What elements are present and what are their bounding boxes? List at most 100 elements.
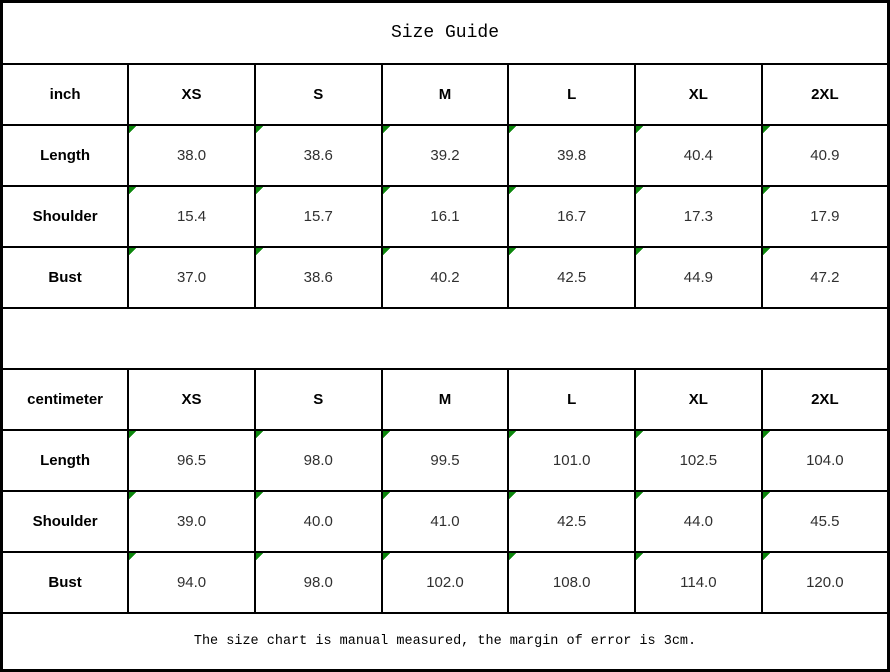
cell-value: 44.0 [683,512,713,530]
cell-value: 108.0 [552,573,591,591]
cell-value: 41.0 [430,512,460,530]
value-cell: 38.6 [253,245,383,309]
cell-value: 40.9 [810,146,840,164]
cell-value: 40.2 [430,268,460,286]
cell-flag-triangle-icon [636,491,644,499]
cell-flag-triangle-icon [129,125,137,133]
value-cell: 94.0 [127,550,256,614]
cell-flag-triangle-icon [509,186,517,194]
value-cell: 17.9 [760,184,890,248]
centimeter-bust-row: Bust 94.0 98.0 102.0 108.0 114.0 120.0 [0,550,890,614]
value-cell: 96.5 [127,428,256,492]
cell-value: 98.0 [303,573,333,591]
col-header-l: L [507,367,637,431]
inch-bust-row: Bust 37.0 38.6 40.2 42.5 44.9 47.2 [0,245,890,309]
cell-value: 102.0 [426,573,464,591]
cell-value: 15.4 [176,207,207,225]
cell-value: 38.6 [303,268,333,286]
cell-value: 39.0 [176,512,207,530]
row-label-bust: Bust [0,245,130,309]
cell-value: 38.6 [303,146,333,164]
cell-value: 104.0 [806,451,844,469]
cell-flag-triangle-icon [762,125,770,133]
col-header-m: M [380,62,510,126]
inch-length-row: Length 38.0 38.6 39.2 39.8 40.4 40.9 [0,123,890,187]
cell-value: 101.0 [552,451,591,469]
cell-flag-triangle-icon [255,186,263,194]
title-row: Size Guide [0,0,890,65]
value-cell: 114.0 [634,550,763,614]
inch-header-row: inch XS S M L XL 2XL [0,62,890,126]
spacer-cell [0,306,890,370]
cell-value: 98.0 [303,451,333,469]
cell-flag-triangle-icon [762,430,770,438]
cell-flag-triangle-icon [636,430,644,438]
value-cell: 16.7 [507,184,637,248]
row-label-shoulder: Shoulder [0,489,130,553]
col-header-2xl: 2XL [760,367,890,431]
row-label-length: Length [0,428,130,492]
cell-value: 114.0 [680,573,717,591]
cell-value: 42.5 [557,268,587,286]
cell-flag-triangle-icon [636,125,644,133]
value-cell: 15.7 [253,184,383,248]
value-cell: 99.5 [380,428,510,492]
value-cell: 39.2 [380,123,510,187]
cell-flag-triangle-icon [509,125,517,133]
cell-flag-triangle-icon [509,552,517,560]
centimeter-shoulder-row: Shoulder 39.0 40.0 41.0 42.5 44.0 45.5 [0,489,890,553]
cell-flag-triangle-icon [762,186,770,194]
cell-value: 96.5 [176,451,207,469]
cell-flag-triangle-icon [255,430,263,438]
cell-value: 38.0 [176,146,207,164]
value-cell: 44.0 [634,489,763,553]
cell-flag-triangle-icon [255,552,263,560]
cell-flag-triangle-icon [762,552,770,560]
row-label-bust: Bust [0,550,130,614]
col-header-s: S [253,367,383,431]
cell-value: 40.4 [683,146,713,164]
value-cell: 38.0 [127,123,256,187]
value-cell: 40.4 [634,123,763,187]
value-cell: 41.0 [380,489,510,553]
col-header-xl: XL [634,62,763,126]
cell-flag-triangle-icon [382,430,390,438]
cell-flag-triangle-icon [129,491,137,499]
col-header-m: M [380,367,510,431]
value-cell: 47.2 [760,245,890,309]
cell-value: 45.5 [810,512,840,530]
cell-value: 16.1 [430,207,460,225]
cell-value: 17.9 [810,207,840,225]
cell-flag-triangle-icon [129,552,137,560]
cell-flag-triangle-icon [382,186,390,194]
value-cell: 98.0 [253,428,383,492]
value-cell: 42.5 [507,245,637,309]
value-cell: 15.4 [127,184,256,248]
cell-value: 16.7 [557,207,587,225]
cell-value: 120.0 [806,573,844,591]
col-header-xs: XS [127,367,256,431]
cell-flag-triangle-icon [636,186,644,194]
cell-flag-triangle-icon [762,491,770,499]
cell-value: 39.8 [557,146,587,164]
cell-value: 94.0 [176,573,207,591]
value-cell: 40.2 [380,245,510,309]
value-cell: 40.9 [760,123,890,187]
page-title: Size Guide [0,0,890,65]
unit-header-centimeter: centimeter [0,367,130,431]
value-cell: 38.6 [253,123,383,187]
row-label-shoulder: Shoulder [0,184,130,248]
col-header-l: L [507,62,637,126]
cell-flag-triangle-icon [129,247,137,255]
col-header-xl: XL [634,367,763,431]
value-cell: 104.0 [760,428,890,492]
cell-flag-triangle-icon [382,247,390,255]
value-cell: 102.0 [380,550,510,614]
cell-value: 37.0 [176,268,207,286]
value-cell: 40.0 [253,489,383,553]
footer-row: The size chart is manual measured, the m… [0,611,890,672]
value-cell: 120.0 [760,550,890,614]
value-cell: 37.0 [127,245,256,309]
